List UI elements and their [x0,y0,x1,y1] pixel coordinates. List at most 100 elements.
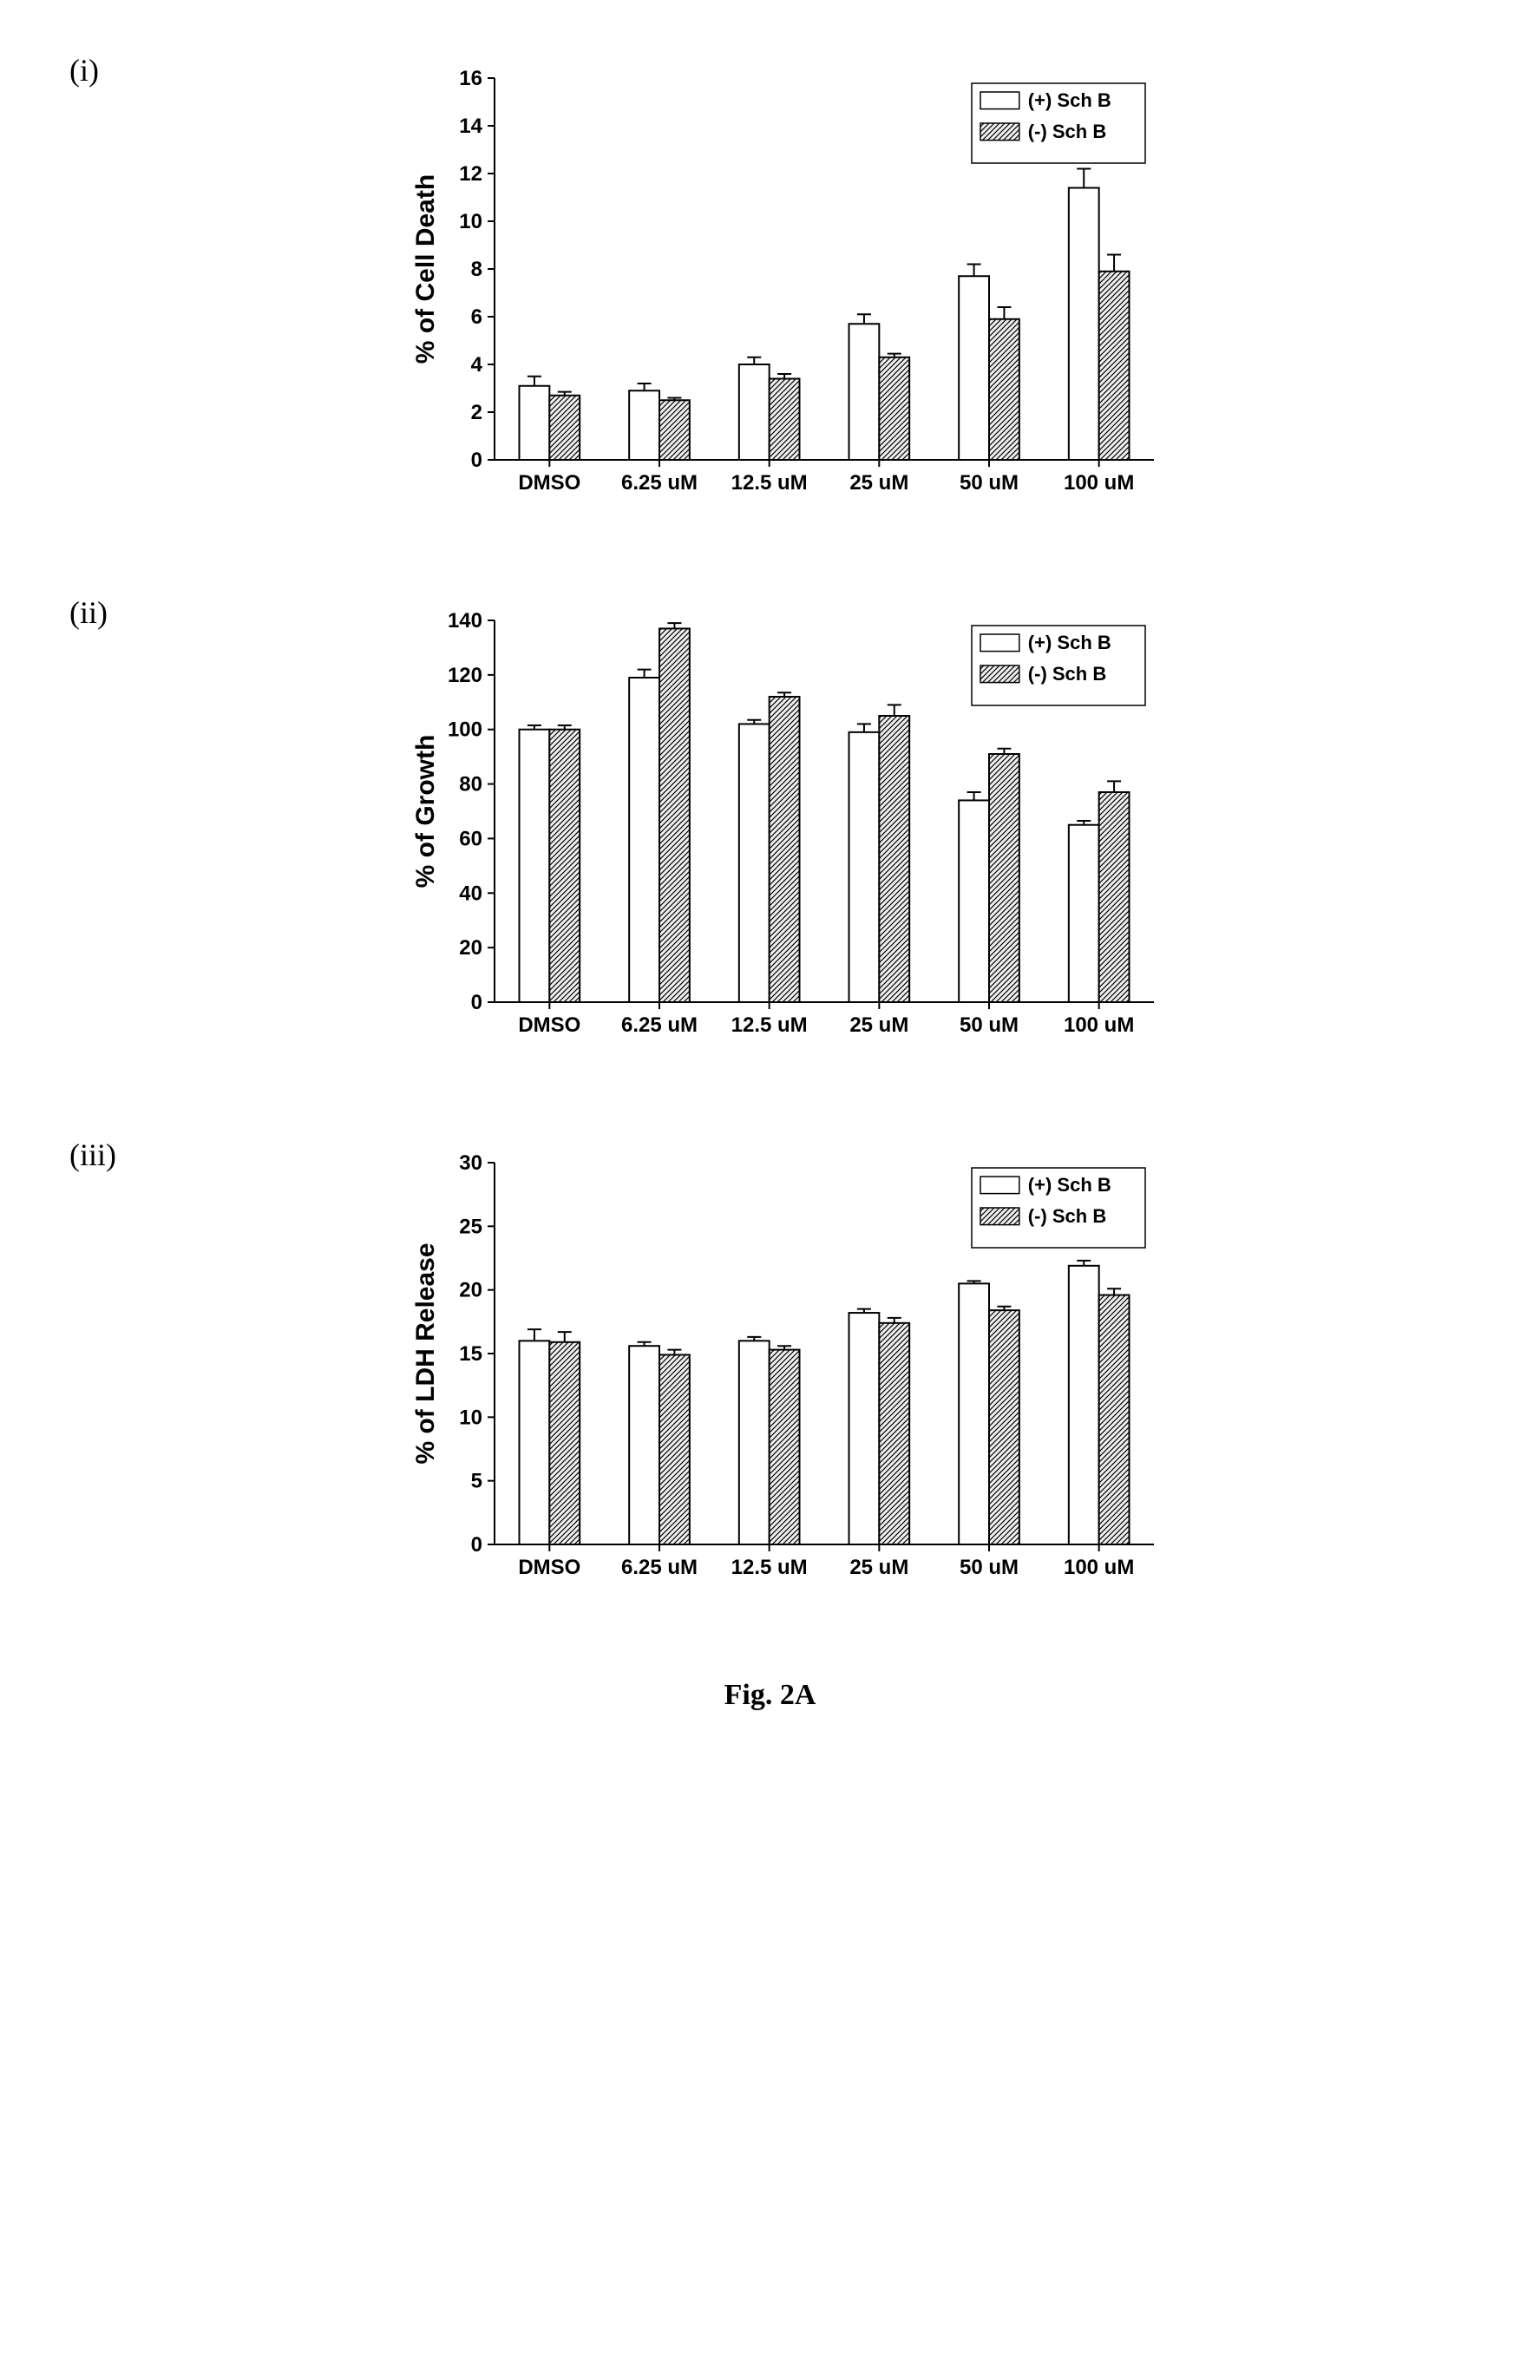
bar [989,754,1019,1002]
y-tick-label: 8 [471,258,482,281]
bar [879,357,909,460]
bar [549,730,580,1002]
bar [849,732,880,1002]
chart-panel: (ii) 0 20 40 60 80 100 120 140 % of Growth DMSO 6.2… [69,594,1471,1085]
bar-chart: 0 20 40 60 80 100 120 140 % of Growth DMSO 6.25 uM… [399,594,1180,1080]
bar-chart: 0 2 4 6 8 10 12 14 16 % of Cell Death DMSO 6.25 uM 1… [399,52,1180,538]
legend-label: (+) Sch B [1028,632,1111,653]
legend: (+) Sch B (-) Sch B [972,83,1145,163]
bar [849,324,880,460]
legend: (+) Sch B (-) Sch B [972,1168,1145,1248]
x-tick-label: 12.5 uM [731,471,808,495]
bar [989,1310,1019,1544]
chart-panel: (i) 0 2 4 6 8 10 12 14 16 % of Cell Death DMSO 6.25 … [69,52,1471,542]
x-tick-label: 12.5 uM [731,1013,808,1037]
legend-label: (-) Sch B [1028,663,1106,685]
bar [739,1341,770,1544]
bar [520,386,550,460]
y-tick-label: 0 [471,449,482,472]
bar [959,276,989,460]
bar [1099,272,1130,460]
x-tick-label: 100 uM [1064,1013,1134,1037]
y-tick-label: 14 [459,115,482,138]
x-tick-label: 6.25 uM [621,1556,698,1579]
y-tick-label: 16 [459,67,482,90]
bar-chart: 0 5 10 15 20 25 30 % of LDH Release DMSO 6.25 uM 1… [399,1137,1180,1623]
bar [989,319,1019,460]
y-tick-label: 20 [459,1279,482,1302]
y-axis-label: % of LDH Release [411,1242,440,1464]
bar [549,1342,580,1544]
x-tick-label: 50 uM [960,471,1019,495]
y-tick-label: 10 [459,210,482,233]
y-tick-label: 12 [459,162,482,186]
y-tick-label: 15 [459,1342,482,1366]
x-tick-label: DMSO [518,471,580,495]
bar [770,697,800,1002]
legend-label: (+) Sch B [1028,89,1111,111]
bar [659,628,690,1002]
x-tick-label: 6.25 uM [621,1013,698,1037]
bar [849,1313,880,1544]
x-tick-label: 12.5 uM [731,1556,808,1579]
x-tick-label: 25 uM [849,471,908,495]
y-tick-label: 4 [471,353,483,377]
y-tick-label: 100 [448,718,482,742]
figure-caption: Fig. 2A [69,1679,1471,1712]
panel-label: (ii) [69,594,108,631]
y-tick-label: 20 [459,936,482,960]
y-tick-label: 30 [459,1151,482,1175]
y-axis-label: % of Cell Death [411,174,440,364]
y-tick-label: 2 [471,401,482,424]
bar [1069,188,1099,461]
bar [739,364,770,460]
bar [959,1283,989,1544]
x-tick-label: 25 uM [849,1556,908,1579]
y-tick-label: 25 [459,1215,482,1238]
bar [959,800,989,1002]
panel-label: (iii) [69,1137,116,1173]
x-tick-label: 50 uM [960,1556,1019,1579]
bar [1099,792,1130,1002]
panel-label: (i) [69,52,99,89]
x-tick-label: 100 uM [1064,471,1134,495]
bar [629,390,659,460]
bar [879,1323,909,1544]
legend-label: (-) Sch B [1028,1205,1106,1227]
legend-label: (+) Sch B [1028,1174,1111,1196]
x-tick-label: DMSO [518,1556,580,1579]
bar [1069,825,1099,1002]
y-tick-label: 80 [459,773,482,797]
y-tick-label: 40 [459,882,482,905]
bar [659,1354,690,1544]
bar [739,724,770,1002]
x-tick-label: 50 uM [960,1013,1019,1037]
x-tick-label: 25 uM [849,1013,908,1037]
legend-label: (-) Sch B [1028,121,1106,142]
y-tick-label: 6 [471,305,482,329]
y-tick-label: 0 [471,991,482,1014]
bar [629,1346,659,1544]
bar [770,1350,800,1544]
bar [520,730,550,1002]
bar [629,678,659,1002]
y-tick-label: 10 [459,1406,482,1429]
x-tick-label: 100 uM [1064,1556,1134,1579]
y-tick-label: 5 [471,1470,482,1493]
y-tick-label: 140 [448,609,482,633]
y-tick-label: 60 [459,827,482,850]
chart-panel: (iii) 0 5 10 15 20 25 30 % of LDH Release DMSO 6.2… [69,1137,1471,1627]
bar [879,716,909,1002]
x-tick-label: DMSO [518,1013,580,1037]
bar [520,1341,550,1544]
y-tick-label: 0 [471,1533,482,1557]
x-tick-label: 6.25 uM [621,471,698,495]
bar [1069,1266,1099,1544]
bar [770,379,800,461]
bar [659,400,690,460]
y-tick-label: 120 [448,664,482,687]
bar [1099,1295,1130,1544]
y-axis-label: % of Growth [411,735,440,888]
bar [549,396,580,460]
legend: (+) Sch B (-) Sch B [972,626,1145,705]
